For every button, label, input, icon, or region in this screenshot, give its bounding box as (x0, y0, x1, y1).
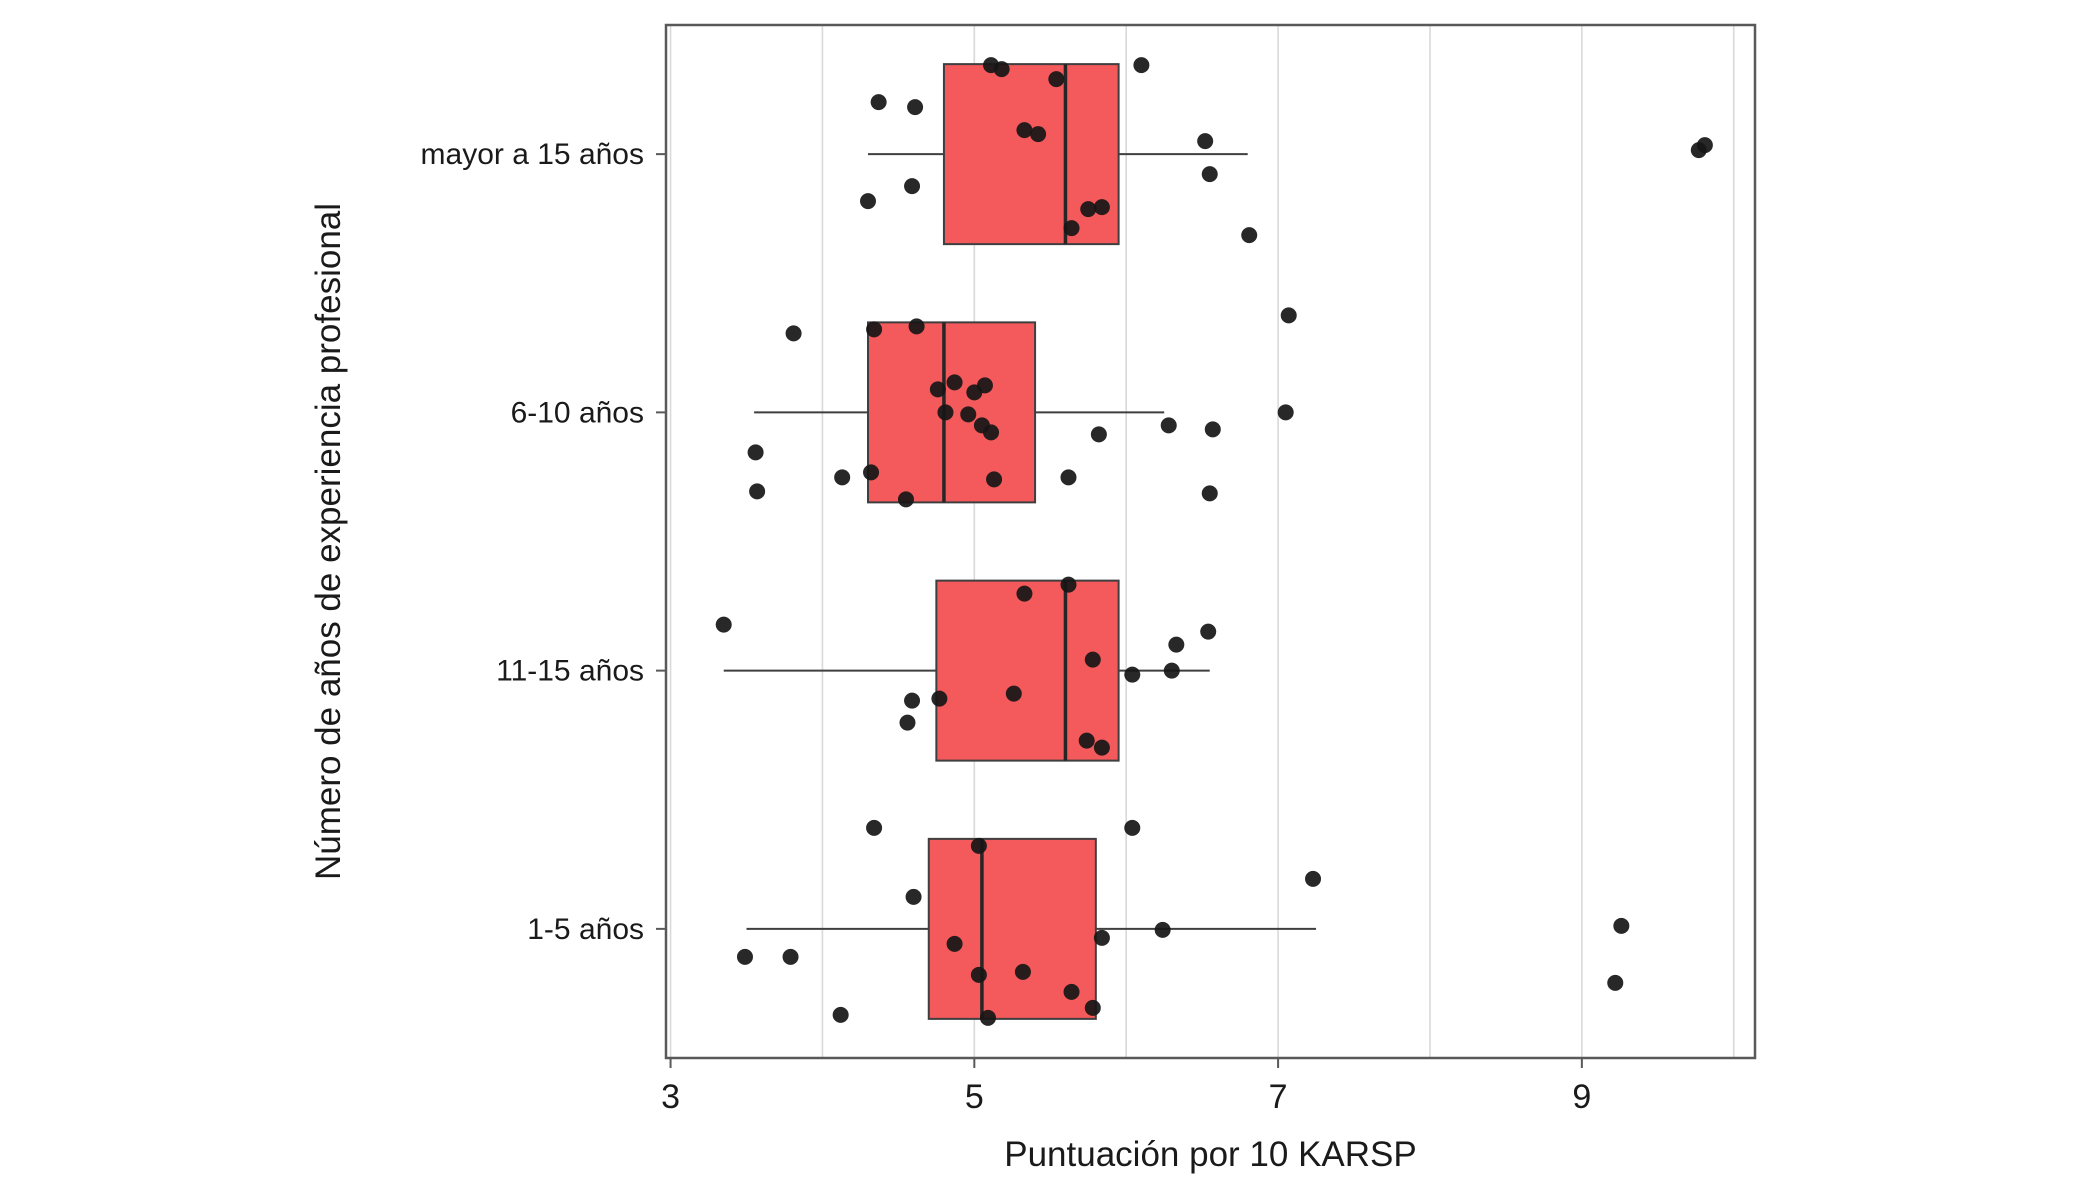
data-point (1090, 426, 1107, 443)
data-point (970, 966, 987, 983)
data-point (832, 1006, 849, 1023)
data-point (907, 99, 924, 116)
x-tick-label-9: 9 (1572, 1078, 1591, 1116)
data-point (736, 948, 753, 965)
data-point (1163, 662, 1180, 679)
data-point (1168, 636, 1185, 653)
data-point (785, 325, 802, 342)
data-point (1078, 732, 1095, 749)
data-point (747, 444, 764, 461)
data-point (904, 692, 921, 709)
data-point (1060, 576, 1077, 593)
data-point (937, 404, 954, 421)
data-point (1201, 485, 1218, 502)
data-point (1200, 623, 1217, 640)
data-point (1093, 199, 1110, 216)
data-point (970, 837, 987, 854)
x-tick-label-3: 3 (661, 1078, 680, 1116)
data-point (866, 819, 883, 836)
data-point (905, 888, 922, 905)
box-2 (935, 579, 1120, 762)
y-category-label-0: mayor a 15 años (421, 138, 644, 171)
data-point (866, 321, 883, 338)
data-point (1607, 974, 1624, 991)
data-point (1063, 983, 1080, 1000)
data-point (986, 471, 1003, 488)
data-point (1201, 166, 1218, 183)
data-point (834, 469, 851, 486)
box-0 (942, 63, 1120, 246)
y-category-label-3: 1-5 años (527, 913, 644, 946)
data-point (899, 714, 916, 731)
x-tick-label-5: 5 (965, 1078, 984, 1116)
data-point (1241, 227, 1258, 244)
panel-border (664, 23, 1757, 1060)
data-point (1084, 999, 1101, 1016)
data-point (863, 464, 880, 481)
data-point (1093, 739, 1110, 756)
data-point (1084, 651, 1101, 668)
x-tick-label-7: 7 (1269, 1078, 1288, 1116)
y-category-label-1: 6-10 años (511, 396, 644, 429)
data-point (1014, 963, 1031, 980)
data-point (860, 193, 877, 210)
data-point (976, 377, 993, 394)
data-point (715, 616, 732, 633)
data-point (870, 94, 887, 111)
x-axis-title: Puntuación por 10 KARSP (1004, 1135, 1416, 1174)
data-point (908, 318, 925, 335)
data-point (1124, 819, 1141, 836)
data-point (946, 935, 963, 952)
data-point (904, 178, 921, 195)
data-point (1197, 133, 1214, 150)
y-axis-title: Número de años de experiencia profesiona… (309, 203, 348, 880)
data-point (1154, 921, 1171, 938)
data-point (1060, 469, 1077, 486)
data-point (1093, 929, 1110, 946)
data-point (1277, 404, 1294, 421)
data-point (1016, 122, 1033, 139)
data-point (983, 424, 1000, 441)
data-point (749, 483, 766, 500)
data-point (1080, 201, 1097, 218)
data-point (931, 690, 948, 707)
data-point (1048, 71, 1065, 88)
plot-panel (666, 25, 1755, 1058)
data-point (1280, 307, 1297, 324)
data-point (979, 1009, 996, 1026)
data-point (782, 948, 799, 965)
data-point (1613, 917, 1630, 934)
data-point (929, 381, 946, 398)
data-point (1030, 126, 1047, 143)
data-point (946, 374, 963, 391)
data-point (1305, 870, 1322, 887)
data-point (1063, 220, 1080, 237)
data-point (1696, 137, 1713, 154)
data-point (1204, 421, 1221, 438)
data-point (993, 61, 1010, 78)
data-point (1124, 666, 1141, 683)
data-point (1005, 685, 1022, 702)
data-point (897, 491, 914, 508)
data-point (960, 406, 977, 423)
y-category-label-2: 11-15 años (496, 655, 644, 688)
data-point (1133, 57, 1150, 74)
data-point (1160, 417, 1177, 434)
data-point (1016, 585, 1033, 602)
